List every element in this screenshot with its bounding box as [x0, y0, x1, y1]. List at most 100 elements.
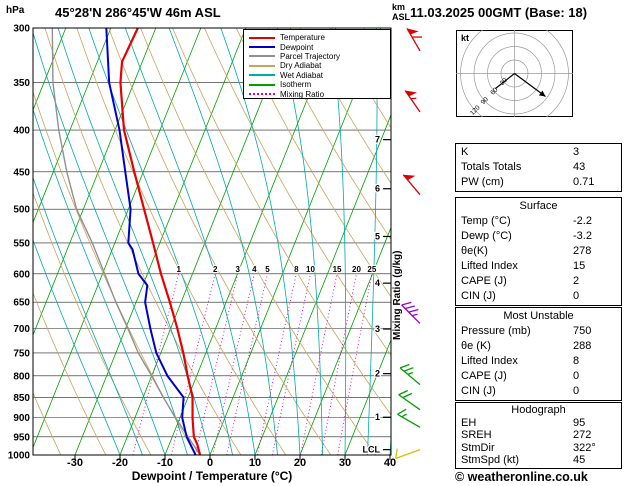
stat-row: EH 95 [456, 417, 621, 430]
wind-barb [404, 90, 421, 113]
height-axis-unit-asl: ASL [392, 12, 410, 22]
legend-swatch [249, 46, 275, 49]
hodograph-unit-label: kt [461, 33, 469, 43]
pressure-axis-labels: 300 350 400 450 500 550 600 650 700 750 800 850 900 9… [8, 24, 31, 462]
svg-text:60: 60 [489, 86, 499, 96]
lcl-marker: LCL [361, 443, 391, 456]
stat-row: Pressure (mb) 750 [456, 324, 621, 339]
wind-barb [394, 448, 421, 460]
profiles [51, 28, 202, 455]
stat-label: Dewp (°C) [461, 230, 512, 242]
stat-row: Dewp (°C) -3.2 [456, 229, 621, 244]
stat-section-title: Hodograph [511, 404, 566, 416]
wet-adiabats [33, 28, 391, 455]
legend-swatch [249, 64, 275, 67]
stat-row: StmSpd (kt) 45 [456, 454, 621, 467]
legend-label: Isotherm [280, 80, 312, 90]
svg-text:900: 900 [13, 413, 30, 424]
stat-label: Temp (°C) [461, 215, 511, 227]
stat-label: CIN (J) [461, 290, 496, 302]
svg-text:LCL: LCL [363, 445, 381, 455]
svg-text:2: 2 [213, 265, 218, 274]
temperature-axis: -30 -20 -10 0 10 20 30 40 [67, 455, 396, 469]
stat-row: Totals Totals 43 [456, 160, 621, 175]
svg-text:8: 8 [294, 265, 299, 274]
svg-text:700: 700 [13, 324, 30, 335]
stat-row: CAPE (J) 0 [456, 369, 621, 384]
legend-swatch [249, 74, 275, 77]
stat-label: EH [461, 416, 477, 429]
svg-text:-10: -10 [157, 457, 173, 469]
svg-text:90: 90 [480, 96, 490, 106]
svg-text:400: 400 [13, 126, 30, 137]
stat-value: 8 [573, 355, 580, 367]
run-datetime-title: 11.03.2025 00GMT (Base: 18) [410, 5, 588, 20]
stat-label: K [461, 146, 469, 158]
wind-barb [402, 174, 421, 196]
stat-value: 3 [573, 146, 580, 158]
stat-value: 278 [573, 245, 592, 257]
svg-text:300: 300 [13, 24, 30, 35]
wind-barb [398, 389, 421, 411]
legend-swatch [249, 36, 275, 39]
svg-text:500: 500 [13, 205, 30, 216]
legend-item: Mixing Ratio [249, 89, 390, 99]
stat-value: 322° [573, 441, 596, 454]
svg-text:850: 850 [13, 393, 30, 404]
svg-text:4: 4 [252, 265, 257, 274]
hodograph: 306090120kt [456, 30, 573, 117]
station-title: 45°28'N 286°45'W 46m ASL [55, 5, 221, 20]
dewpoint-curve [105, 28, 197, 455]
stat-label: PW (cm) [461, 176, 504, 188]
stat-label: CAPE (J) [461, 275, 507, 287]
svg-text:-30: -30 [67, 457, 83, 469]
svg-text:800: 800 [13, 371, 30, 382]
stat-section-title: Surface [519, 200, 558, 212]
stat-value: 272 [573, 429, 592, 442]
svg-text:4: 4 [375, 278, 380, 288]
svg-text:0: 0 [207, 457, 213, 469]
legend-item: Temperature [249, 33, 390, 42]
mixing-ratio-labels: 1 2 3 4 5 8 10 15 20 25 [175, 264, 378, 276]
height-axis: 1 2 3 4 5 6 7 [374, 133, 391, 423]
stat-value: 0 [573, 290, 580, 302]
stat-value: -2.2 [573, 215, 592, 227]
svg-text:3: 3 [235, 265, 240, 274]
stat-row: StmDir 322° [456, 442, 621, 455]
surface-table: Surface Temp (°C) -2.2 Dewp (°C) -3.2 θe(K) 27… [455, 197, 622, 306]
stat-row: Temp (°C) -2.2 [456, 214, 621, 229]
stat-value: 0 [573, 385, 580, 397]
stat-value: 2 [573, 275, 580, 287]
most-unstable-table: Most Unstable Pressure (mb) 750 θe (K) 288 Li… [455, 307, 622, 401]
svg-text:40: 40 [384, 457, 396, 469]
legend-label: Mixing Ratio [280, 89, 325, 99]
stat-row: PW (cm) 0.71 [456, 175, 621, 190]
stat-label: CIN (J) [461, 385, 496, 397]
stat-value: 0 [573, 370, 580, 382]
svg-text:20: 20 [352, 265, 361, 274]
stat-value: 45 [573, 454, 586, 467]
stat-row: CIN (J) 0 [456, 289, 621, 304]
copyright-link[interactable]: © weatheronline.co.uk [455, 470, 588, 484]
svg-text:1000: 1000 [8, 451, 31, 462]
svg-text:2: 2 [375, 369, 380, 379]
svg-text:10: 10 [249, 457, 261, 469]
legend-item: Dewpoint [249, 42, 390, 52]
stat-label: StmSpd (kt) [461, 454, 520, 467]
svg-text:1: 1 [375, 412, 380, 422]
svg-text:350: 350 [13, 78, 30, 89]
stat-row: θe (K) 288 [456, 339, 621, 354]
stat-value: 95 [573, 416, 586, 429]
stat-value: -3.2 [573, 230, 592, 242]
stat-section-title: Most Unstable [503, 310, 574, 322]
hodograph-vectors [495, 73, 546, 97]
svg-text:-20: -20 [112, 457, 128, 469]
stat-row: Lifted Index 15 [456, 259, 621, 274]
x-axis-title: Dewpoint / Temperature (°C) [131, 469, 293, 483]
height-axis-unit: km ASL [392, 2, 410, 22]
svg-text:1: 1 [176, 265, 181, 274]
svg-text:10: 10 [306, 265, 315, 274]
wind-barb [401, 301, 421, 324]
